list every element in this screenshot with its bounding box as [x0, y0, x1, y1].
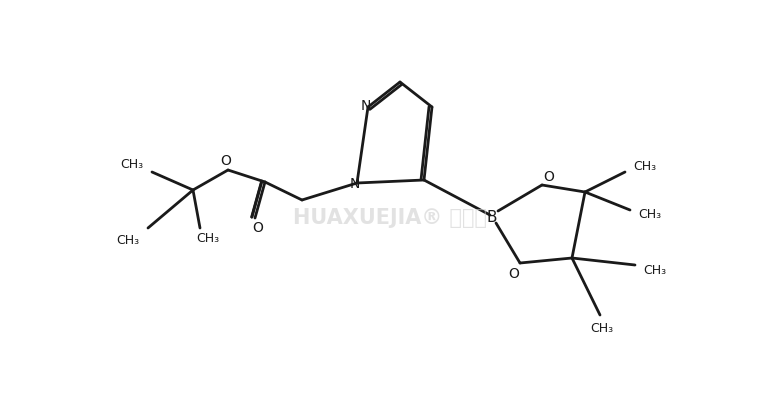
Text: HUAXUEJIA® 化学加: HUAXUEJIA® 化学加 [293, 208, 487, 228]
Text: CH₃: CH₃ [197, 231, 220, 245]
Text: CH₃: CH₃ [591, 321, 614, 335]
Text: O: O [544, 170, 554, 184]
Text: CH₃: CH₃ [121, 157, 144, 171]
Text: CH₃: CH₃ [634, 160, 657, 173]
Text: B: B [487, 209, 497, 225]
Text: N: N [361, 99, 371, 113]
Text: CH₃: CH₃ [638, 207, 661, 220]
Text: O: O [508, 267, 519, 281]
Text: CH₃: CH₃ [117, 234, 140, 247]
Text: O: O [253, 221, 263, 235]
Text: CH₃: CH₃ [644, 263, 667, 276]
Text: N: N [349, 177, 360, 191]
Text: O: O [220, 154, 231, 168]
